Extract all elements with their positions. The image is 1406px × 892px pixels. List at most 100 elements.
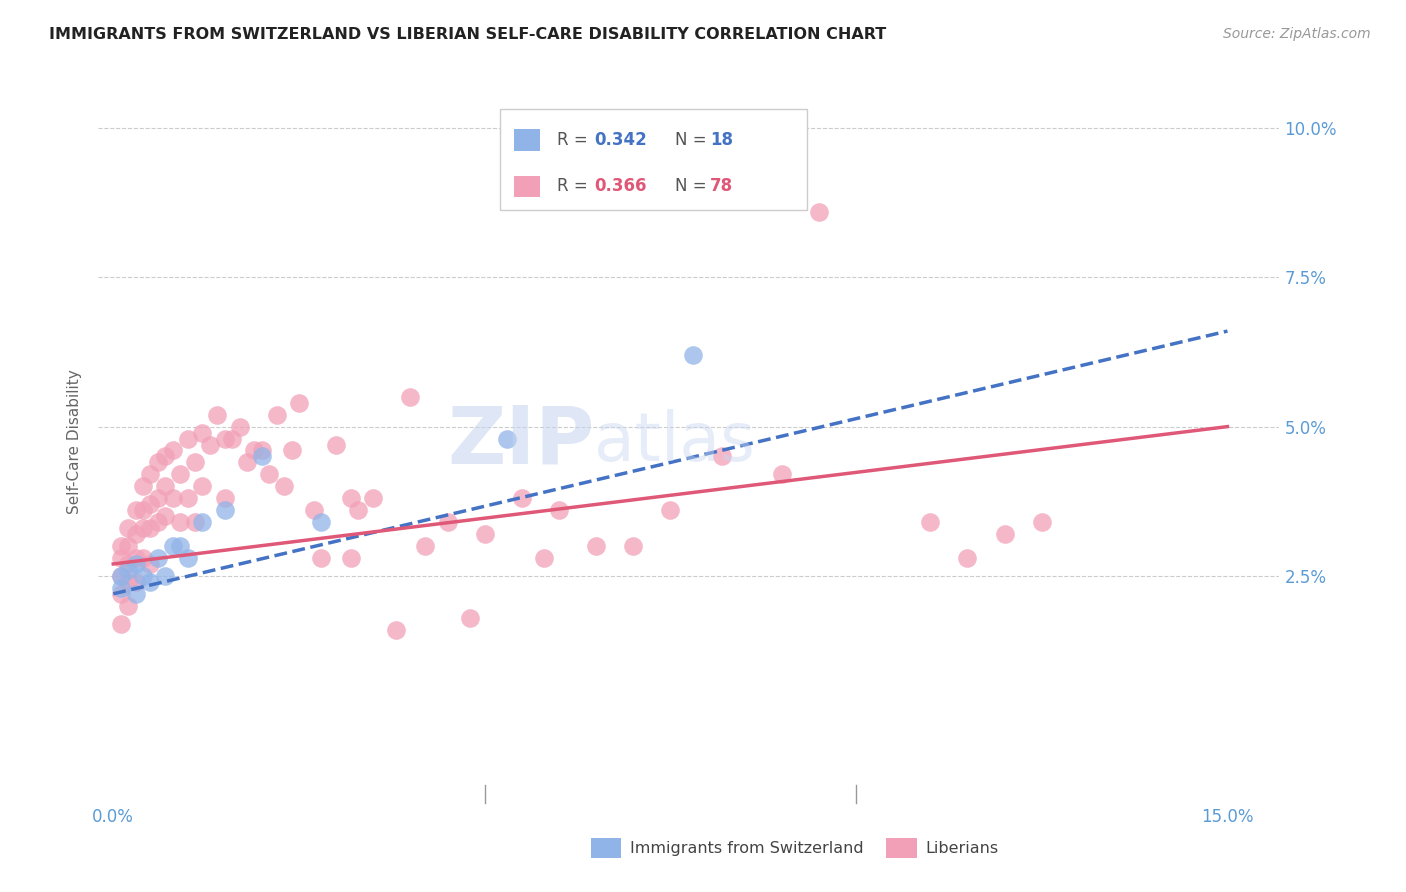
Point <box>169 467 191 482</box>
Point <box>110 581 132 595</box>
Point <box>162 443 184 458</box>
Text: ZIP: ZIP <box>447 402 595 481</box>
Text: N =: N = <box>675 131 711 149</box>
Point <box>155 450 177 464</box>
Point <box>139 574 162 589</box>
Point <box>214 432 236 446</box>
Point <box>191 479 214 493</box>
Point <box>155 509 177 524</box>
Point <box>139 467 162 482</box>
FancyBboxPatch shape <box>501 109 807 211</box>
Text: Source: ZipAtlas.com: Source: ZipAtlas.com <box>1223 27 1371 41</box>
Point <box>807 204 830 219</box>
Point <box>191 515 214 529</box>
Point <box>236 455 259 469</box>
Point <box>169 515 191 529</box>
Point <box>176 491 198 506</box>
Point <box>214 491 236 506</box>
Point <box>621 539 644 553</box>
Text: R =: R = <box>557 178 593 195</box>
Point <box>132 479 155 493</box>
Point <box>956 551 979 566</box>
Y-axis label: Self-Care Disability: Self-Care Disability <box>67 369 83 514</box>
Point <box>436 515 458 529</box>
Point <box>124 503 146 517</box>
Text: Immigrants from Switzerland: Immigrants from Switzerland <box>630 841 863 855</box>
Point <box>110 569 132 583</box>
Point <box>184 515 207 529</box>
Point <box>146 491 169 506</box>
Point <box>169 539 191 553</box>
Point <box>146 551 169 566</box>
Point <box>146 455 169 469</box>
Bar <box>515 176 540 197</box>
Point <box>117 599 139 613</box>
Point <box>994 527 1017 541</box>
Point <box>340 491 363 506</box>
Point <box>117 521 139 535</box>
Point <box>124 574 146 589</box>
Point <box>162 491 184 506</box>
Point <box>162 539 184 553</box>
Point <box>302 503 325 517</box>
Point <box>124 551 146 566</box>
Point <box>198 437 221 451</box>
Point <box>110 587 132 601</box>
Point <box>533 551 555 566</box>
Point <box>110 539 132 553</box>
Bar <box>515 129 540 151</box>
Text: 0.342: 0.342 <box>595 131 647 149</box>
Point <box>273 479 295 493</box>
Point <box>243 443 266 458</box>
Point <box>770 467 793 482</box>
Point <box>176 432 198 446</box>
Point <box>659 503 682 517</box>
Point <box>250 443 273 458</box>
Point <box>146 515 169 529</box>
Point <box>682 348 704 362</box>
Point <box>117 574 139 589</box>
Point <box>1031 515 1053 529</box>
Point <box>124 587 146 601</box>
Point <box>132 503 155 517</box>
Text: 18: 18 <box>710 131 733 149</box>
Point <box>711 450 734 464</box>
Point <box>117 557 139 571</box>
Point <box>474 527 496 541</box>
Point <box>340 551 363 566</box>
Text: 0.366: 0.366 <box>595 178 647 195</box>
Text: 78: 78 <box>710 178 734 195</box>
Point <box>124 557 146 571</box>
Text: IMMIGRANTS FROM SWITZERLAND VS LIBERIAN SELF-CARE DISABILITY CORRELATION CHART: IMMIGRANTS FROM SWITZERLAND VS LIBERIAN … <box>49 27 886 42</box>
Point <box>139 497 162 511</box>
Point <box>117 539 139 553</box>
Point <box>110 616 132 631</box>
Point <box>132 551 155 566</box>
Point <box>399 390 422 404</box>
Point <box>309 551 332 566</box>
Point <box>139 521 162 535</box>
Point <box>361 491 384 506</box>
Point <box>347 503 370 517</box>
Point <box>228 419 250 434</box>
Point <box>413 539 436 553</box>
Point <box>124 527 146 541</box>
Point <box>309 515 332 529</box>
Point <box>176 551 198 566</box>
Text: N =: N = <box>675 178 711 195</box>
Point <box>585 539 607 553</box>
Point <box>288 395 311 409</box>
Point <box>155 479 177 493</box>
Text: R =: R = <box>557 131 593 149</box>
Point <box>214 503 236 517</box>
Point <box>132 521 155 535</box>
Point <box>548 503 571 517</box>
Point <box>250 450 273 464</box>
Text: atlas: atlas <box>595 409 755 475</box>
Point <box>139 557 162 571</box>
Point <box>458 610 481 624</box>
Text: Liberians: Liberians <box>925 841 998 855</box>
Point <box>207 408 229 422</box>
Point <box>110 569 132 583</box>
Point <box>221 432 243 446</box>
